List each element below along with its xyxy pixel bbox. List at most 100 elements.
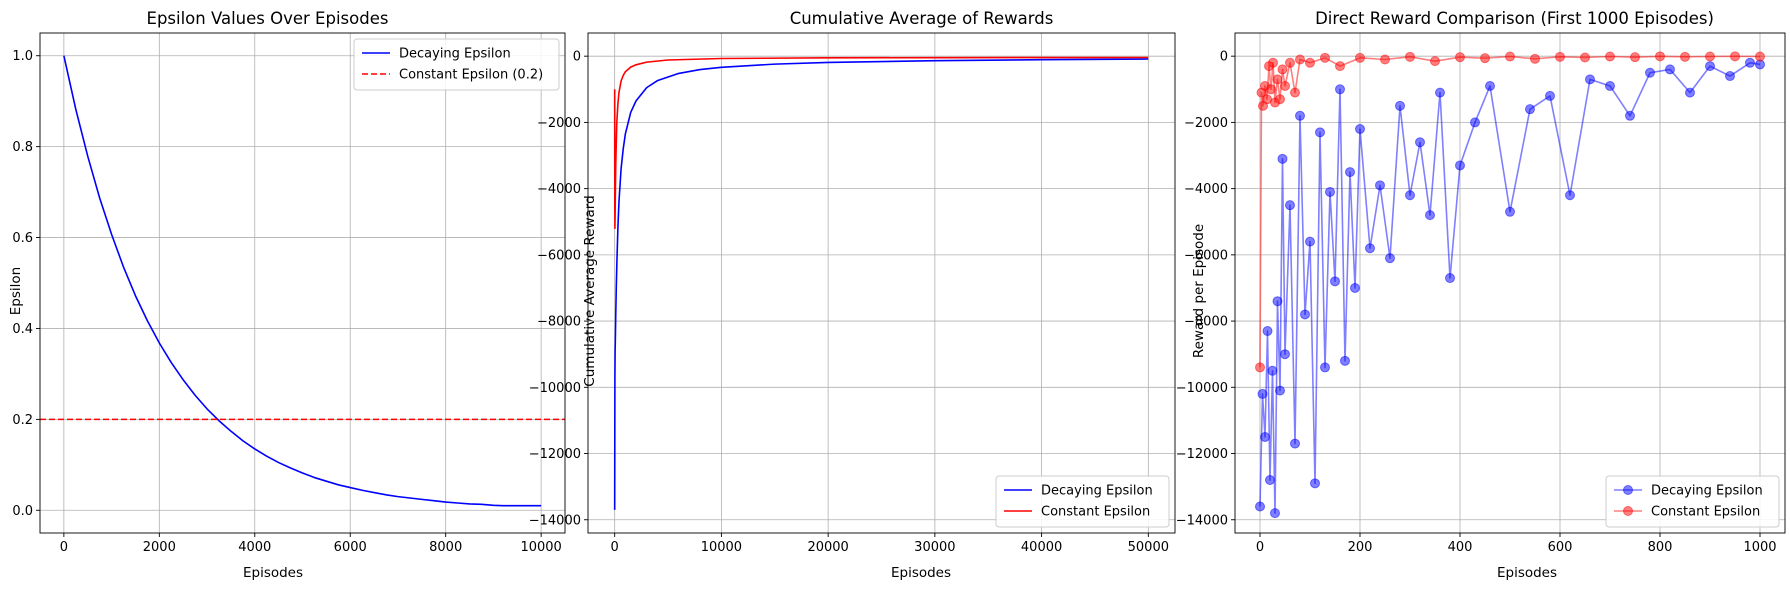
- y-axis-label: Epsilon: [8, 267, 24, 315]
- data-point-decaying-epsilon: [1425, 210, 1435, 221]
- data-point-decaying-epsilon: [1262, 326, 1273, 337]
- x-axis-label: Episodes: [243, 565, 303, 581]
- y-tick-label: −14000: [529, 513, 581, 528]
- data-point-decaying-epsilon: [1645, 67, 1655, 78]
- x-axis-label: Episodes: [891, 565, 951, 581]
- data-point-decaying-epsilon: [1365, 243, 1375, 254]
- data-point-decaying-epsilon: [1272, 296, 1283, 307]
- legend-marker: [1623, 506, 1633, 516]
- data-point-decaying-epsilon: [1685, 87, 1695, 98]
- data-point-decaying-epsilon: [1255, 501, 1265, 512]
- data-point-decaying-epsilon: [1270, 508, 1280, 519]
- data-point-constant-epsilon: [1605, 51, 1615, 62]
- legend-label: Constant Epsilon: [1651, 505, 1760, 520]
- y-tick-label: 0.0: [12, 504, 33, 519]
- data-point-constant-epsilon: [1290, 87, 1300, 98]
- series-line-decaying-epsilon: [613, 58, 1149, 510]
- data-point-constant-epsilon: [1430, 56, 1440, 67]
- x-tick-label: 2000: [143, 540, 176, 555]
- data-point-decaying-epsilon: [1350, 282, 1360, 293]
- x-tick-label: 0: [611, 540, 619, 555]
- data-point-constant-epsilon: [1455, 52, 1465, 63]
- data-point-decaying-epsilon: [1435, 87, 1445, 98]
- x-tick-label: 20000: [807, 540, 848, 555]
- y-tick-label: −12000: [1176, 447, 1228, 462]
- x-tick-label: 10000: [701, 540, 742, 555]
- data-point-decaying-epsilon: [1395, 100, 1405, 111]
- data-point-constant-epsilon: [1285, 57, 1295, 68]
- data-point-decaying-epsilon: [1470, 117, 1480, 128]
- panel-direct-reward: Direct Reward Comparison (First 1000 Epi…: [1176, 9, 1786, 581]
- y-axis-label: Cumulative Average Reward: [582, 195, 598, 386]
- y-tick-label: 0.6: [12, 231, 33, 246]
- plot-data: [613, 56, 1149, 510]
- data-point-decaying-epsilon: [1355, 124, 1365, 135]
- data-point-decaying-epsilon: [1665, 64, 1675, 75]
- x-tick-label: 50000: [1128, 540, 1169, 555]
- y-tick-label: −4000: [537, 182, 581, 197]
- data-point-decaying-epsilon: [1260, 431, 1270, 442]
- data-point-constant-epsilon: [1530, 53, 1540, 64]
- y-axis-label: Reward per Episode: [1191, 224, 1207, 358]
- y-tick-label: 1.0: [12, 49, 33, 64]
- legend-label: Constant Epsilon (0.2): [399, 68, 543, 83]
- legend: Decaying Epsilon Constant Epsilon: [1605, 475, 1780, 528]
- data-point-decaying-epsilon: [1485, 80, 1495, 91]
- data-point-decaying-epsilon: [1335, 84, 1345, 95]
- y-tick-label: −6000: [1184, 248, 1228, 263]
- x-tick-label: 6000: [334, 540, 367, 555]
- series-line-decaying-epsilon: [1259, 61, 1761, 514]
- data-point-constant-epsilon: [1630, 52, 1640, 63]
- data-point-decaying-epsilon: [1345, 167, 1355, 178]
- data-point-constant-epsilon: [1555, 51, 1565, 62]
- data-point-constant-epsilon: [1277, 64, 1288, 75]
- y-tick-label: −6000: [537, 248, 581, 263]
- panel-cumulative-average: Cumulative Average of Rewards Episodes C…: [529, 9, 1176, 581]
- plot-frame: [39, 32, 566, 534]
- data-point-constant-epsilon: [1335, 61, 1345, 72]
- y-tick-label: −2000: [1184, 116, 1228, 131]
- data-point-constant-epsilon: [1480, 53, 1490, 64]
- legend-label: Decaying Epsilon: [1041, 484, 1153, 499]
- series-line-decaying-epsilon: [63, 55, 542, 507]
- y-tick-label: −10000: [529, 381, 581, 396]
- plot-frame: [587, 32, 1176, 534]
- legend-label: Decaying Epsilon: [399, 47, 511, 62]
- data-point-decaying-epsilon: [1310, 478, 1320, 489]
- data-point-decaying-epsilon: [1705, 61, 1715, 72]
- data-point-decaying-epsilon: [1305, 236, 1315, 247]
- y-tick-label: −2000: [537, 116, 581, 131]
- data-point-decaying-epsilon: [1415, 137, 1425, 148]
- data-point-decaying-epsilon: [1340, 355, 1350, 366]
- legend-box: [1605, 475, 1780, 528]
- plot-frame: [1234, 32, 1786, 534]
- data-point-decaying-epsilon: [1290, 438, 1300, 449]
- data-point-decaying-epsilon: [1385, 253, 1395, 264]
- data-point-constant-epsilon: [1266, 84, 1276, 95]
- data-point-constant-epsilon: [1380, 54, 1390, 65]
- data-point-decaying-epsilon: [1320, 362, 1330, 373]
- data-point-decaying-epsilon: [1525, 104, 1535, 115]
- panel-title: Epsilon Values Over Episodes: [147, 9, 389, 28]
- data-point-constant-epsilon: [1730, 51, 1740, 62]
- data-point-constant-epsilon: [1355, 52, 1365, 63]
- data-point-decaying-epsilon: [1585, 74, 1595, 85]
- y-tick-label: 0.2: [12, 413, 33, 428]
- data-point-constant-epsilon: [1280, 80, 1290, 91]
- panel-title: Direct Reward Comparison (First 1000 Epi…: [1315, 9, 1714, 28]
- data-point-constant-epsilon: [1255, 362, 1265, 373]
- data-point-decaying-epsilon: [1605, 80, 1615, 91]
- y-tick-label: 0.4: [12, 322, 33, 337]
- data-point-constant-epsilon: [1680, 51, 1690, 62]
- data-point-decaying-epsilon: [1275, 385, 1285, 396]
- data-point-constant-epsilon: [1268, 57, 1278, 68]
- data-point-decaying-epsilon: [1505, 206, 1515, 217]
- y-tick-label: 0: [573, 50, 581, 65]
- x-tick-label: 0: [60, 540, 68, 555]
- x-tick-label: 400: [1448, 540, 1473, 555]
- data-point-decaying-epsilon: [1375, 180, 1385, 191]
- data-point-constant-epsilon: [1755, 51, 1765, 62]
- data-point-constant-epsilon: [1505, 51, 1515, 62]
